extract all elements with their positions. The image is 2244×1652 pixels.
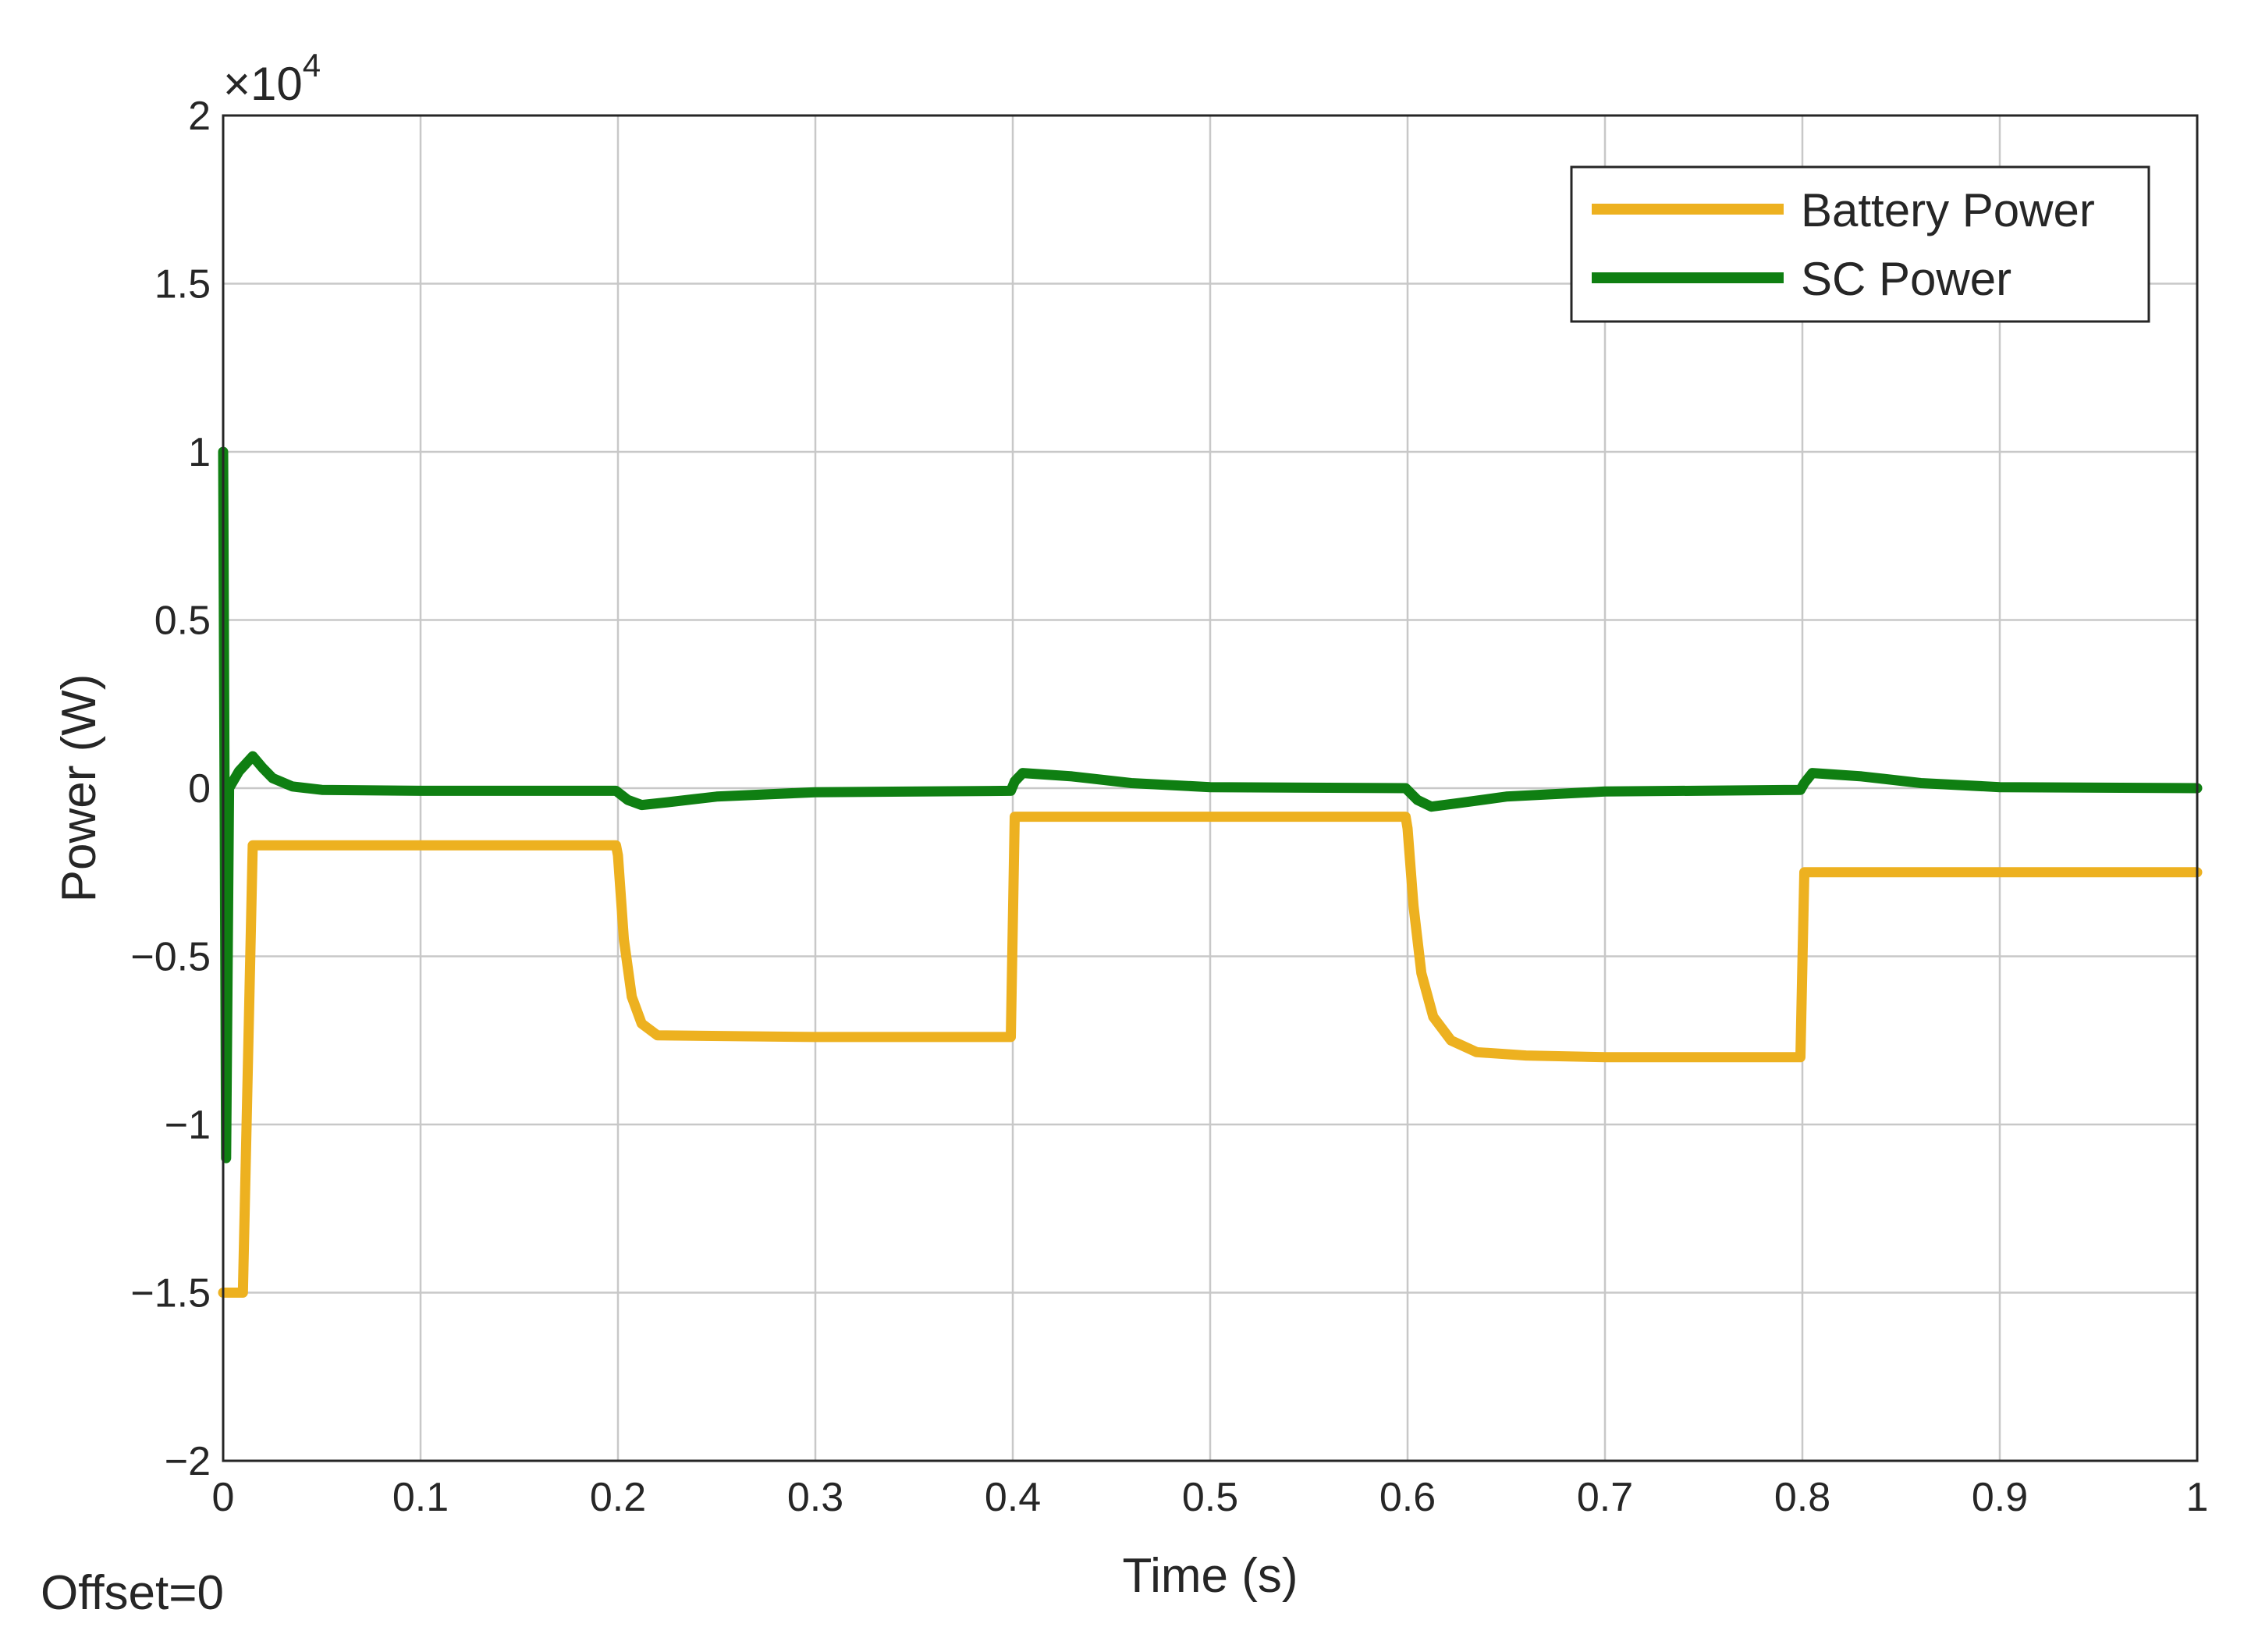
y-tick-labels: −2 −1.5 −1 −0.5 0 0.5 1 1.5 2 xyxy=(130,94,211,1484)
series-group xyxy=(218,446,2203,1298)
y-tick-label: −1 xyxy=(165,1103,211,1148)
x-tick-label: 0.5 xyxy=(1182,1475,1238,1520)
offset-annotation: Offset=0 xyxy=(41,1566,224,1620)
legend-box xyxy=(1570,165,2150,323)
y-axis-label: Power (W) xyxy=(52,674,106,903)
y-tick-label: 2 xyxy=(188,94,211,139)
y-tick-label: −2 xyxy=(165,1439,211,1484)
axes-box xyxy=(222,114,2199,1462)
legend-label-sc-power: SC Power xyxy=(1801,253,2011,305)
y-tick-label: 1.5 xyxy=(154,262,211,307)
x-tick-label: 0.7 xyxy=(1577,1475,1633,1520)
legend-label-battery-power: Battery Power xyxy=(1801,184,2095,236)
x-tick-label: 0 xyxy=(212,1475,235,1520)
y-exponent-label: ×104 xyxy=(223,47,321,110)
legend: Battery Power SC Power xyxy=(1570,165,2150,323)
x-tick-label: 0.8 xyxy=(1774,1475,1830,1520)
x-tick-label: 0.9 xyxy=(1972,1475,2028,1520)
x-tick-label: 0.4 xyxy=(985,1475,1041,1520)
y-tick-label: 0.5 xyxy=(154,599,211,644)
x-tick-label: 0.3 xyxy=(787,1475,843,1520)
x-tick-label: 0.2 xyxy=(590,1475,646,1520)
x-axis-label: Time (s) xyxy=(1123,1549,1298,1603)
y-tick-label: 0 xyxy=(188,766,211,812)
series-line-sc-power xyxy=(218,446,2203,1164)
x-tick-label: 1 xyxy=(2186,1475,2209,1520)
y-tick-label: −1.5 xyxy=(130,1271,211,1316)
x-tick-label: 0.6 xyxy=(1379,1475,1436,1520)
x-tick-label: 0.1 xyxy=(392,1475,449,1520)
series-line-battery-power xyxy=(218,812,2203,1298)
y-tick-label: −0.5 xyxy=(130,935,211,980)
y-tick-label: 1 xyxy=(188,430,211,475)
x-tick-labels: 0 0.1 0.2 0.3 0.4 0.5 0.6 0.7 0.8 0.9 1 xyxy=(212,1475,2209,1520)
